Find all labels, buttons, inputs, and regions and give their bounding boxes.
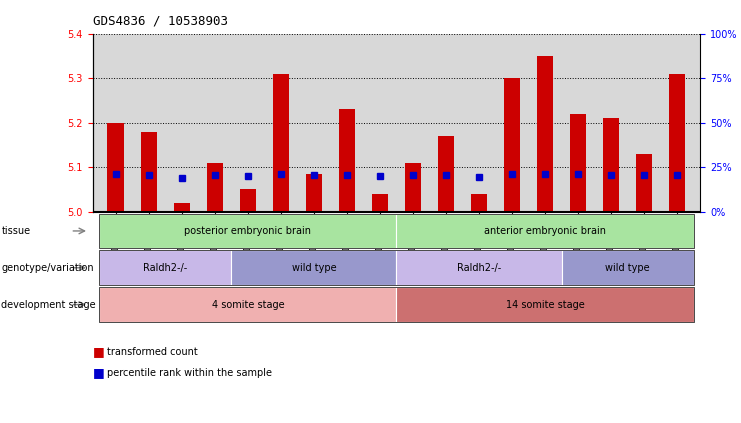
Text: wild type: wild type — [291, 263, 336, 273]
Bar — [471, 194, 488, 212]
Bar — [339, 109, 355, 212]
Bar — [141, 132, 157, 212]
Text: anterior embryonic brain: anterior embryonic brain — [484, 226, 606, 236]
Text: transformed count: transformed count — [107, 346, 198, 357]
Bar — [173, 203, 190, 212]
Text: 14 somite stage: 14 somite stage — [505, 299, 585, 310]
Bar — [669, 74, 685, 212]
Bar — [570, 114, 586, 212]
Bar — [305, 174, 322, 212]
Bar — [536, 56, 554, 212]
Text: development stage: development stage — [1, 299, 96, 310]
Bar — [405, 162, 421, 212]
Text: posterior embryonic brain: posterior embryonic brain — [185, 226, 311, 236]
Bar — [372, 194, 388, 212]
Bar — [107, 123, 124, 212]
Bar — [636, 154, 652, 212]
Bar — [207, 162, 223, 212]
Bar — [273, 74, 289, 212]
Bar — [504, 78, 520, 212]
Text: GDS4836 / 10538903: GDS4836 / 10538903 — [93, 15, 227, 28]
Text: genotype/variation: genotype/variation — [1, 263, 94, 273]
Bar — [603, 118, 619, 212]
Bar — [438, 136, 454, 212]
Text: ■: ■ — [93, 345, 108, 358]
Bar — [239, 190, 256, 212]
Text: ■: ■ — [93, 366, 108, 379]
Text: Raldh2-/-: Raldh2-/- — [143, 263, 187, 273]
Text: Raldh2-/-: Raldh2-/- — [457, 263, 501, 273]
Text: wild type: wild type — [605, 263, 650, 273]
Text: 4 somite stage: 4 somite stage — [211, 299, 284, 310]
Text: percentile rank within the sample: percentile rank within the sample — [107, 368, 273, 378]
Text: tissue: tissue — [1, 226, 30, 236]
